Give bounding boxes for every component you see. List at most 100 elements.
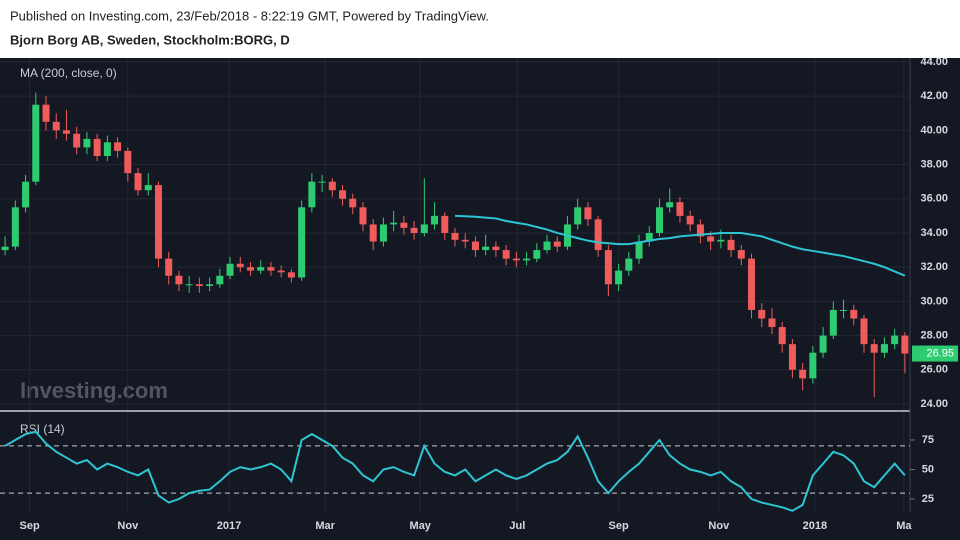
candle-body [696,224,704,237]
candle-body [236,263,244,268]
candle-body [891,335,899,345]
candle-body [737,250,745,259]
y-tick-label: 38.00 [920,158,948,170]
candle-body [860,318,868,345]
x-tick-label: Sep [20,520,40,532]
candle-body [840,309,848,311]
candle-body [62,130,70,134]
y-tick-label: 44.00 [920,56,948,68]
candle-body [277,270,285,273]
x-tick-label: 2017 [217,520,241,532]
candle-body [247,267,255,271]
rsi-tick-label: 50 [922,463,934,475]
candle-body [226,263,234,276]
candle-body [471,241,479,251]
candle-body [267,267,275,271]
candle-body [420,224,428,233]
candle-body [666,202,674,208]
x-tick-label: Nov [708,520,730,532]
symbol-title: Bjorn Borg AB, Sweden, Stockholm:BORG, D [10,32,290,47]
candle-body [482,246,490,251]
candle-body [461,239,469,242]
candle-body [32,104,40,182]
y-tick-label: 26.00 [920,364,948,376]
candle-body [880,344,888,353]
x-tick-label: Ma [896,520,912,532]
y-tick-label: 34.00 [920,227,948,239]
candle-body [379,224,387,242]
candle-body [788,344,796,370]
x-tick-label: Jul [509,520,525,532]
candle-body [850,309,858,319]
candle-body [584,207,592,220]
candle-body [574,207,582,225]
x-tick-label: Mar [315,520,335,532]
watermark: Investing.com [20,378,168,403]
candle-body [185,284,193,286]
candle-body [451,232,459,240]
candle-body [543,241,551,251]
candle-body [512,258,520,261]
candle-body [114,142,122,151]
candle-body [175,275,183,285]
candle-body [758,309,766,319]
published-line: Published on Investing.com, 23/Feb/2018 … [10,8,489,23]
last-price-tag [912,345,958,362]
candle-body [308,181,316,208]
candle-body [431,215,439,225]
last-price-label: 26.95 [926,347,954,359]
candle-body [144,185,152,191]
candle-body [134,173,142,191]
candle-body [93,138,101,157]
x-tick-label: Sep [609,520,629,532]
chart-bg [0,58,960,540]
x-tick-label: 2018 [803,520,827,532]
candle-body [676,202,684,216]
candle-body [11,207,19,247]
candle-body [655,207,663,233]
candle-body [349,198,357,208]
y-tick-label: 40.00 [920,124,948,136]
rsi-tick-label: 25 [922,493,934,505]
y-tick-label: 36.00 [920,193,948,205]
candle-body [287,272,295,278]
candle-body [154,185,162,259]
candle-body [645,232,653,242]
ma-label: MA (200, close, 0) [20,66,117,80]
candle-body [594,219,602,251]
candle-body [369,224,377,242]
candle-body [124,150,132,174]
candle-body [206,284,214,286]
y-tick-label: 28.00 [920,330,948,342]
ma-line [454,214,906,277]
candle-body [1,246,9,251]
candle-body [73,133,81,148]
candle-body [533,250,541,259]
candle-body [390,222,398,225]
candle-body [216,275,224,285]
candle-body [359,207,367,225]
rsi-line [4,430,906,512]
header-bg [0,0,960,58]
candle-body [441,215,449,233]
candle-body [799,369,807,379]
candle-body [707,236,715,242]
y-tick-label: 32.00 [920,261,948,273]
candle-body [410,227,418,233]
candle-body [22,181,30,208]
candle-body [635,241,643,259]
y-tick-label: 30.00 [920,295,948,307]
candle-body [625,258,633,271]
candle-body [870,344,878,353]
candle-body [523,258,531,261]
candle-body [768,318,776,328]
candle-body [727,239,735,251]
candle-body [829,309,837,336]
candle-body [328,181,336,191]
candle-body [717,239,725,242]
candle-body [492,246,500,251]
candle-body [318,181,326,183]
candle-body [686,215,694,225]
y-tick-label: 24.00 [920,398,948,410]
candle-body [819,335,827,353]
